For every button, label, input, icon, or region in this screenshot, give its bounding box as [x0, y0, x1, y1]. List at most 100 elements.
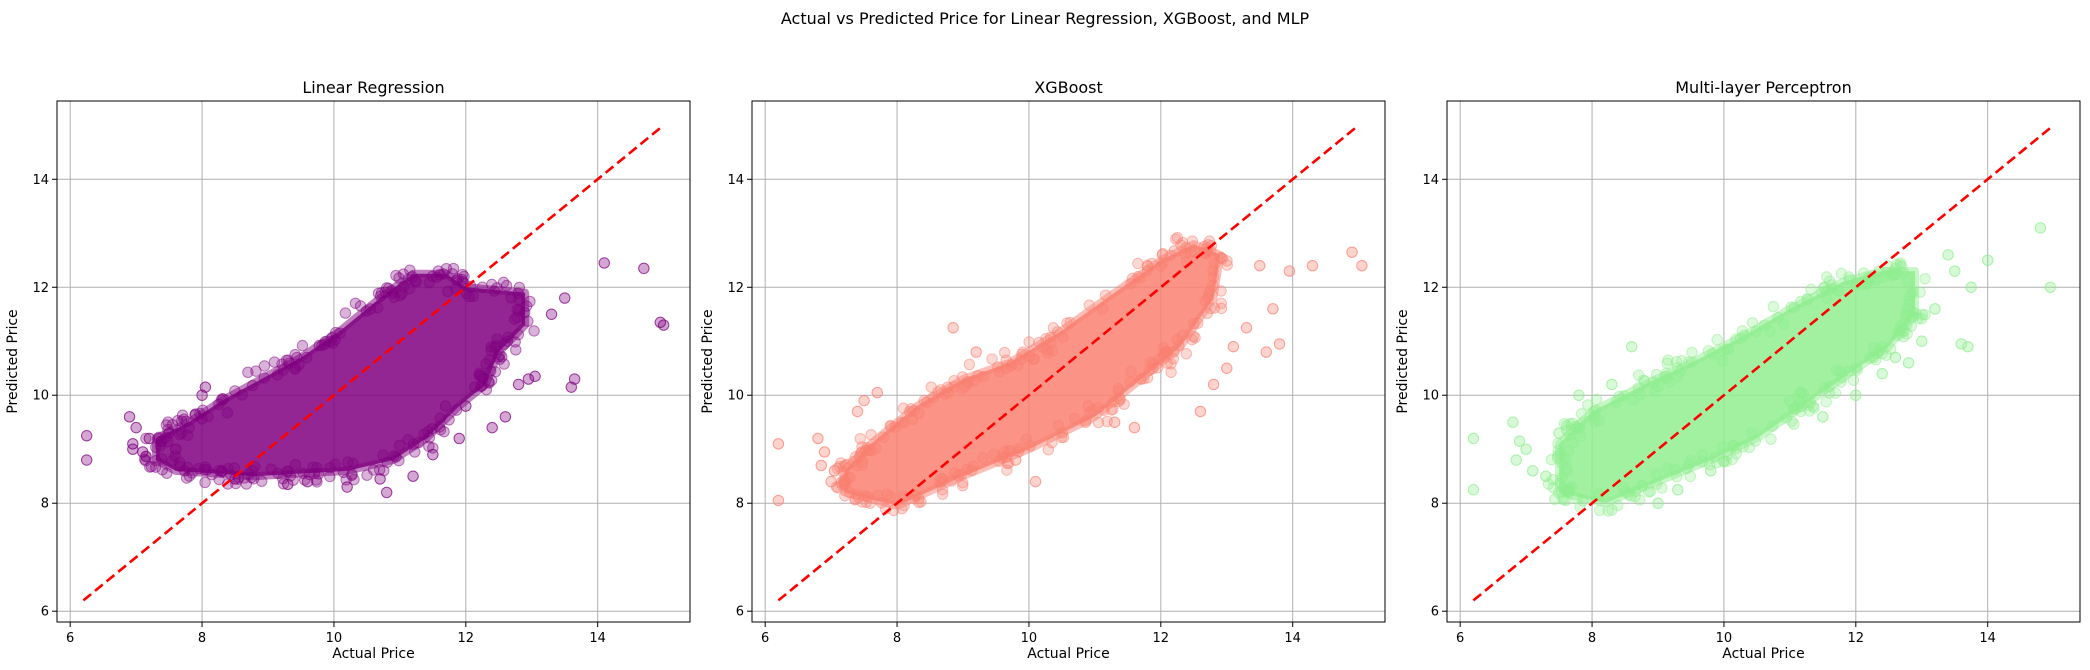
scatter-point-xgboost — [925, 381, 937, 393]
scatter-point-mlp — [1562, 485, 1575, 497]
scatter-point-mlp — [1686, 356, 1698, 368]
scatter-point-linear-regression — [258, 360, 271, 372]
scatter-point-xgboost — [986, 353, 998, 365]
scatter-point-mlp — [1801, 293, 1813, 305]
scatter-point-mlp — [1671, 470, 1683, 483]
scatter-point-linear-regression — [349, 297, 362, 309]
scatter-point-linear-regression — [268, 356, 281, 368]
scatter-point-mlp — [1540, 470, 1552, 482]
scatter-point-linear-regression — [404, 264, 416, 276]
scatter-point-linear-regression — [410, 276, 423, 288]
scatter-point-mlp — [1794, 397, 1806, 410]
scatter-point-linear-regression — [520, 300, 533, 312]
scatter-point-mlp — [1717, 345, 1730, 357]
scatter-point-linear-regression — [439, 400, 452, 412]
scatter-point-xgboost — [772, 438, 785, 450]
scatter-point-mlp — [1876, 367, 1888, 380]
scatter-point-linear-regression — [458, 270, 470, 283]
scatter-point-xgboost — [865, 429, 877, 441]
scatter-point-mlp — [1901, 328, 1913, 340]
scatter-point-linear-regression — [140, 432, 152, 445]
scatter-point-mlp — [1656, 482, 1668, 494]
axes-frame-linear-regression — [56, 100, 691, 623]
scatter-point-xgboost — [1171, 334, 1183, 346]
scatter-point-linear-regression — [402, 434, 414, 446]
scatter-point-linear-regression — [545, 308, 558, 320]
scatter-point-mlp — [1876, 340, 1888, 353]
scatter-point-mlp — [2034, 222, 2047, 234]
scatter-point-mlp — [1671, 370, 1683, 382]
scatter-point-mlp — [1929, 303, 1941, 315]
scatter-point-xgboost — [1099, 289, 1112, 301]
scatter-point-linear-regression — [372, 287, 385, 300]
scatter-point-mlp — [1716, 355, 1729, 367]
scatter-point-xgboost — [1306, 259, 1319, 272]
scatter-point-linear-regression — [150, 441, 162, 454]
scatter-point-mlp — [1916, 313, 1928, 325]
scatter-point-mlp — [1467, 484, 1480, 496]
scatter-point-xgboost — [895, 416, 908, 429]
scatter-point-linear-regression — [163, 427, 175, 439]
scatter-point-linear-regression — [242, 366, 254, 379]
scatter-point-mlp — [1916, 335, 1928, 347]
scatter-point-mlp — [1625, 340, 1638, 353]
scatter-point-linear-regression — [282, 354, 294, 366]
scatter-point-xgboost — [1023, 336, 1035, 348]
x-tick-label: 14 — [589, 631, 606, 646]
scatter-point-xgboost — [818, 446, 831, 458]
scatter-point-linear-regression — [367, 464, 380, 476]
scatter-point-mlp — [1545, 454, 1558, 466]
scatter-point-linear-regression — [423, 277, 435, 289]
scatter-point-linear-regression — [258, 372, 270, 384]
scatter-point-mlp — [1835, 376, 1847, 388]
scatter-point-xgboost — [961, 463, 973, 476]
scatter-point-linear-regression — [491, 282, 503, 294]
scatter-point-xgboost — [1192, 317, 1204, 329]
scatter-point-mlp — [1891, 329, 1904, 342]
scatter-point-linear-regression — [453, 432, 465, 445]
scatter-point-mlp — [1847, 374, 1860, 386]
y-tick-label: 8 — [1431, 497, 1439, 512]
scatter-point-linear-regression — [390, 269, 402, 282]
scatter-point-linear-regression — [373, 464, 386, 476]
scatter-point-mlp — [1962, 340, 1974, 353]
scatter-point-mlp — [1594, 504, 1606, 517]
scatter-point-mlp — [1850, 389, 1862, 401]
scatter-point-xgboost — [838, 478, 851, 491]
scatter-point-xgboost — [856, 459, 868, 472]
scatter-point-linear-regression — [130, 421, 142, 434]
scatter-point-xgboost — [858, 394, 870, 407]
scatter-point-xgboost — [1209, 257, 1221, 270]
scatter-point-mlp — [1510, 454, 1522, 466]
scatter-point-linear-regression — [206, 468, 218, 481]
scatter-point-mlp — [1780, 412, 1792, 424]
scatter-point-xgboost — [963, 358, 976, 371]
scatter-point-xgboost — [1194, 405, 1207, 418]
scatter-point-xgboost — [1187, 330, 1200, 343]
scatter-point-xgboost — [957, 479, 969, 492]
x-tick-label: 10 — [326, 631, 343, 646]
scatter-point-xgboost — [1124, 376, 1137, 388]
scatter-point-linear-regression — [426, 422, 438, 435]
scatter-point-linear-regression — [512, 378, 525, 391]
scatter-point-linear-regression — [194, 407, 206, 420]
scatter-point-xgboost — [1168, 346, 1180, 358]
x-tick-label: 6 — [761, 631, 769, 646]
scatter-point-linear-regression — [137, 446, 149, 458]
scatter-point-linear-regression — [289, 459, 302, 471]
scatter-point-linear-regression — [518, 306, 531, 319]
scatter-point-xgboost — [1180, 347, 1193, 360]
scatter-point-mlp — [1764, 325, 1776, 337]
scatter-point-linear-regression — [434, 412, 447, 424]
scatter-point-xgboost — [1012, 359, 1024, 371]
scatter-point-linear-regression — [393, 439, 406, 452]
scatter-point-xgboost — [1002, 457, 1015, 469]
x-axis-label: Actual Price — [332, 646, 414, 662]
scatter-point-linear-regression — [483, 354, 496, 366]
scatter-point-linear-regression — [291, 351, 303, 364]
scatter-point-xgboost — [967, 460, 979, 472]
scatter-point-mlp — [1766, 420, 1779, 432]
scatter-point-mlp — [1955, 338, 1968, 350]
scatter-point-xgboost — [839, 490, 851, 502]
scatter-point-xgboost — [908, 405, 920, 417]
